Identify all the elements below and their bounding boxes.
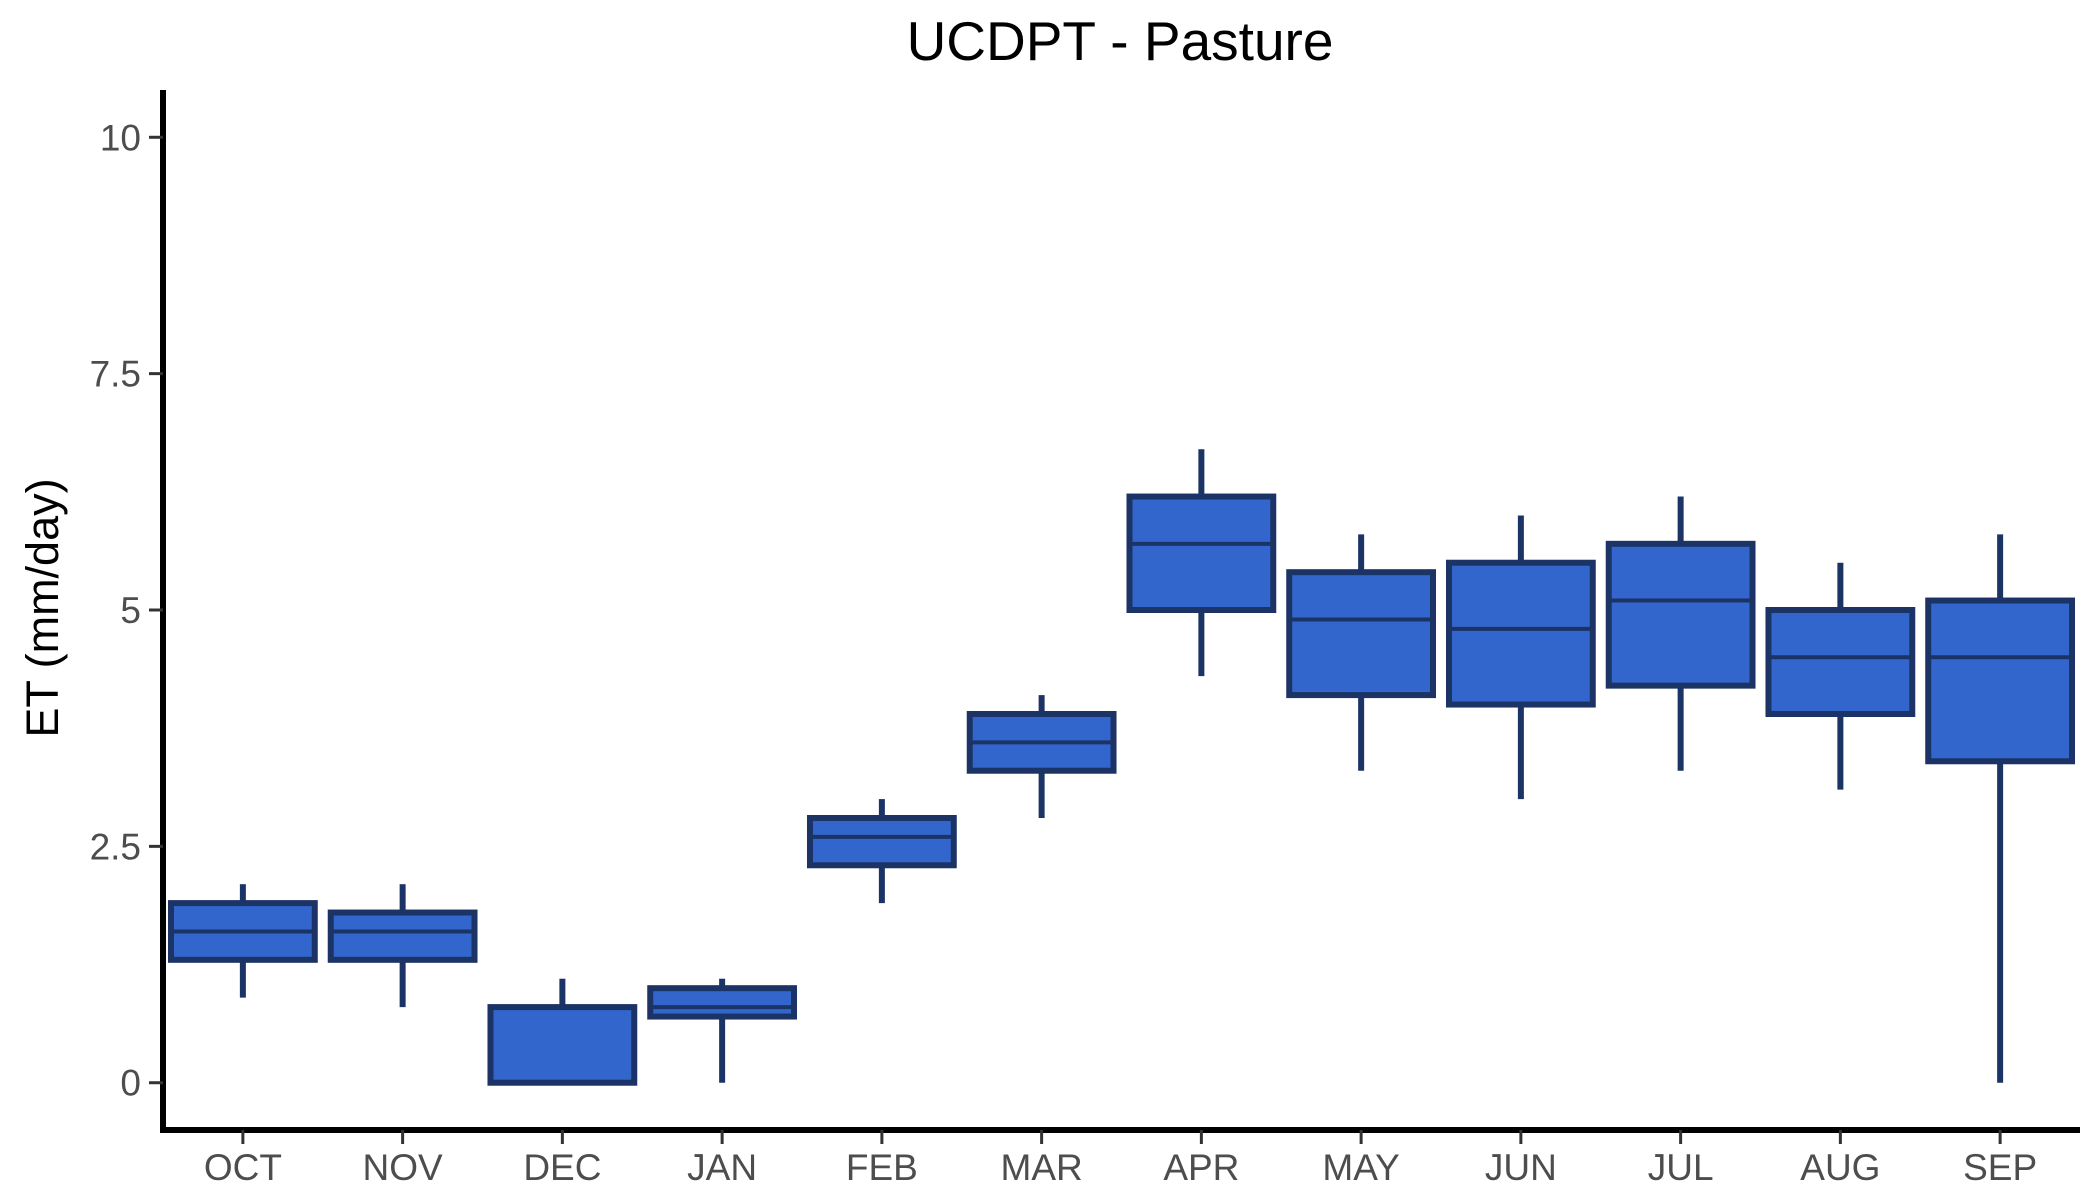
box-iqr bbox=[1605, 540, 1756, 689]
box-iqr bbox=[1925, 597, 2076, 765]
box-may bbox=[1286, 534, 1437, 771]
x-tick-label: APR bbox=[1163, 1147, 1239, 1188]
box-nov bbox=[327, 884, 478, 1008]
x-tick-label: DEC bbox=[523, 1147, 601, 1188]
y-tick-label: 2.5 bbox=[90, 826, 141, 867]
chart-title: UCDPT - Pasture bbox=[907, 10, 1334, 72]
box-iqr bbox=[1126, 493, 1277, 613]
x-tick-label: JAN bbox=[687, 1147, 757, 1188]
x-tick-label: FEB bbox=[846, 1147, 918, 1188]
x-tick-label: JUL bbox=[1648, 1147, 1714, 1188]
y-tick-label: 5 bbox=[120, 590, 141, 631]
boxes-layer bbox=[167, 449, 2076, 1086]
box-dec bbox=[487, 978, 638, 1086]
y-tick-label: 0 bbox=[120, 1063, 141, 1104]
box-apr bbox=[1126, 449, 1277, 677]
x-tick-label: MAY bbox=[1322, 1147, 1399, 1188]
ticks-layer: 0 2.5 5 7.5 10 OCT NOV DEC JAN FEB MAR APR MAY JUN JUL… bbox=[90, 117, 2038, 1188]
x-tick-label: MAR bbox=[1001, 1147, 1083, 1188]
y-tick-label: 10 bbox=[100, 117, 141, 158]
box-iqr bbox=[327, 909, 478, 963]
box-iqr bbox=[647, 985, 798, 1020]
box-oct bbox=[167, 884, 318, 998]
box-iqr bbox=[1286, 569, 1437, 699]
box-feb bbox=[806, 799, 957, 904]
box-jul bbox=[1605, 496, 1756, 771]
box-sep bbox=[1925, 534, 2076, 1083]
box-jun bbox=[1445, 515, 1596, 800]
box-iqr bbox=[806, 815, 957, 869]
x-tick-label: AUG bbox=[1800, 1147, 1880, 1188]
box-mar bbox=[966, 695, 1117, 818]
x-tick-label: JUN bbox=[1485, 1147, 1557, 1188]
box-iqr bbox=[1445, 559, 1596, 708]
y-axis-label: ET (mm/day) bbox=[17, 478, 68, 737]
box-aug bbox=[1765, 562, 1916, 790]
x-tick-label: OCT bbox=[204, 1147, 282, 1188]
box-iqr bbox=[487, 1004, 638, 1086]
x-tick-label: SEP bbox=[1963, 1147, 2037, 1188]
y-tick-label: 7.5 bbox=[90, 354, 141, 395]
box-iqr bbox=[1765, 607, 1916, 717]
x-tick-label: NOV bbox=[363, 1147, 444, 1188]
box-jan bbox=[647, 978, 798, 1083]
